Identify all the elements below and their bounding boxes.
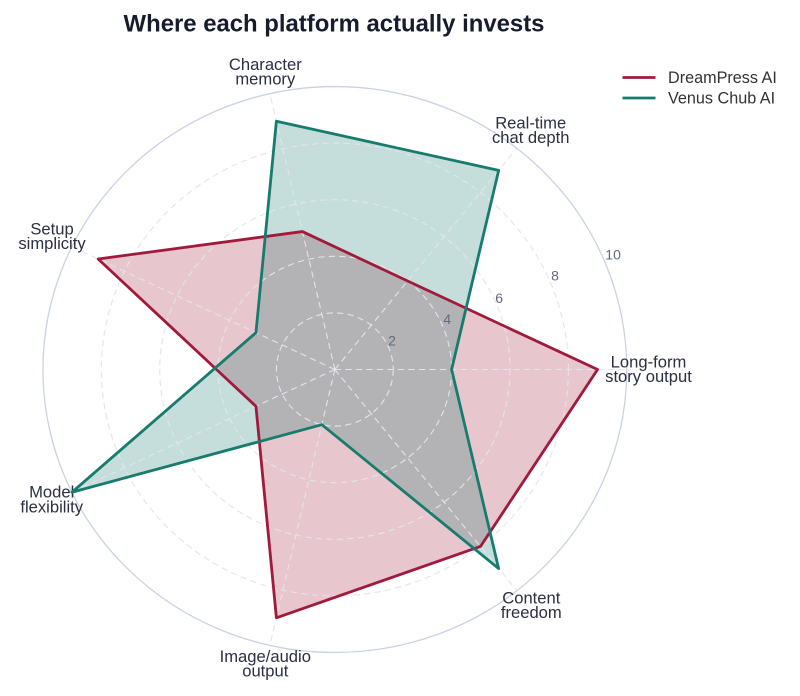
svg-text:4: 4 bbox=[443, 311, 451, 327]
svg-text:8: 8 bbox=[551, 267, 559, 283]
svg-text:output: output bbox=[242, 662, 289, 681]
svg-text:Setup: Setup bbox=[30, 219, 73, 238]
svg-text:story output: story output bbox=[605, 367, 692, 386]
svg-text:freedom: freedom bbox=[501, 603, 562, 622]
svg-text:Image/audio: Image/audio bbox=[220, 647, 311, 666]
svg-text:2: 2 bbox=[388, 333, 396, 349]
svg-text:6: 6 bbox=[495, 290, 503, 306]
svg-text:Model: Model bbox=[29, 483, 74, 502]
svg-text:Content: Content bbox=[502, 588, 561, 607]
svg-text:Where each platform actually i: Where each platform actually invests bbox=[124, 10, 545, 37]
svg-text:flexibility: flexibility bbox=[20, 498, 83, 517]
svg-text:Real-time: Real-time bbox=[495, 114, 566, 133]
svg-text:Character: Character bbox=[229, 55, 302, 74]
svg-text:Long-form: Long-form bbox=[611, 352, 687, 371]
svg-text:Venus Chub AI: Venus Chub AI bbox=[668, 90, 775, 108]
svg-text:chat depth: chat depth bbox=[492, 128, 570, 147]
svg-text:memory: memory bbox=[235, 70, 296, 89]
svg-text:10: 10 bbox=[605, 247, 621, 263]
svg-text:simplicity: simplicity bbox=[18, 234, 86, 253]
svg-text:DreamPress AI: DreamPress AI bbox=[668, 69, 777, 87]
